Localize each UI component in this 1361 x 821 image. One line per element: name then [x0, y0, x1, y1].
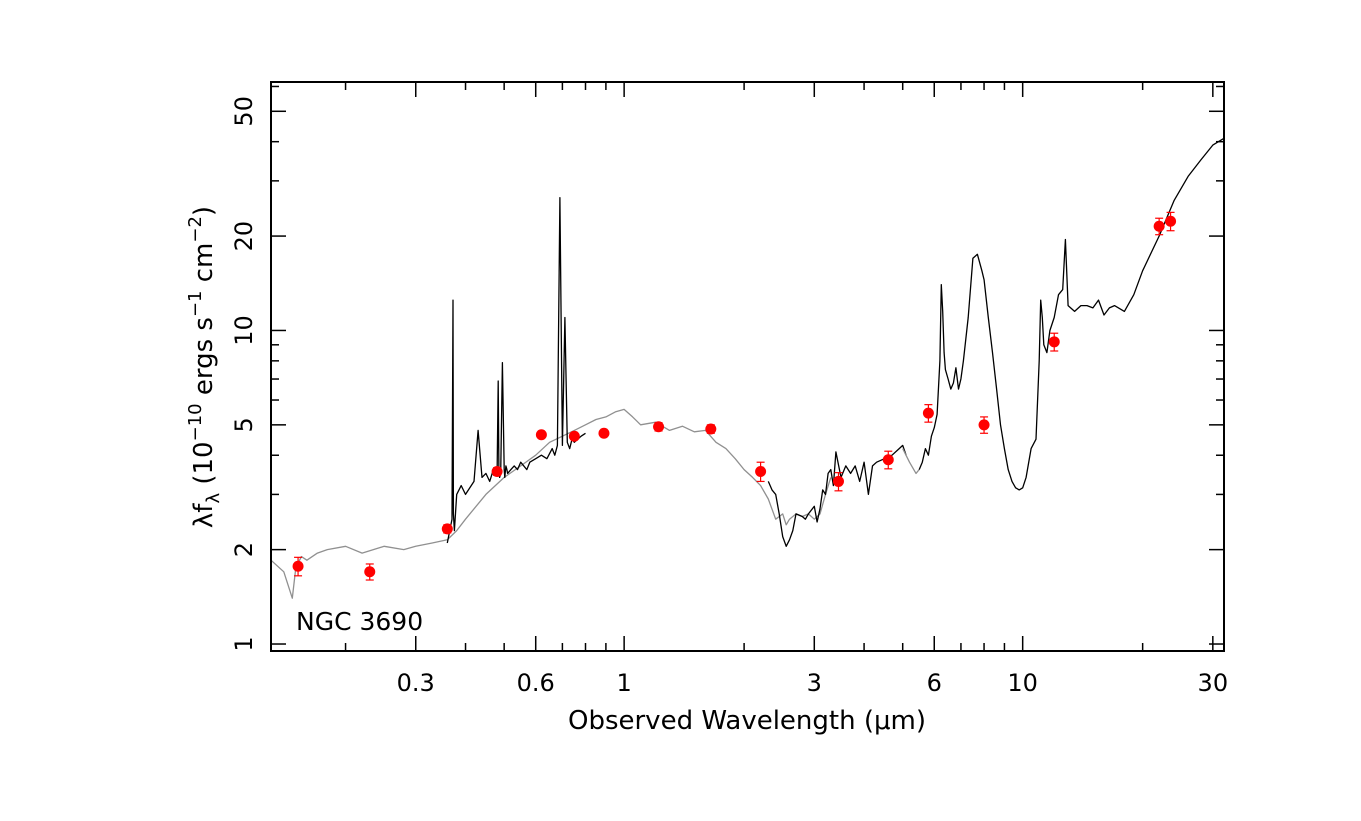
y-tick-label: 20 [230, 221, 258, 252]
tick-labels-group: 0.3 0.6 1 3 6 10 30 1 2 5 10 20 50 [230, 96, 1228, 697]
x-tick-label: 6 [927, 669, 942, 697]
observed-spectrum-line [918, 137, 1225, 491]
photometry-point [1153, 220, 1165, 232]
photometry-point [832, 475, 844, 487]
y-tick-label: 50 [230, 96, 258, 127]
y-tick-label: 1 [230, 636, 258, 651]
observed-spectrum-line [767, 444, 907, 547]
y-axis-title: λfλ (10−10 ergs s−1 cm−2) [185, 206, 224, 528]
x-tick-label: 10 [1007, 669, 1038, 697]
axis-ticks-group [271, 82, 1224, 651]
photometry-point [535, 429, 547, 441]
photometry-point [441, 523, 453, 535]
photometry-point [491, 465, 503, 477]
photometry-point [598, 427, 610, 439]
spectrum-series-group [270, 137, 1225, 599]
x-tick-label: 30 [1198, 669, 1229, 697]
photometry-point [292, 560, 304, 572]
photometry-point [364, 566, 376, 578]
x-tick-label: 3 [807, 669, 822, 697]
x-axis-title: Observed Wavelength (μm) [568, 706, 926, 736]
photometry-point [653, 421, 665, 433]
x-tick-label: 1 [616, 669, 631, 697]
object-annotation: NGC 3690 [296, 607, 423, 636]
photometry-point [1048, 336, 1060, 348]
photometry-points-group [292, 211, 1177, 581]
x-tick-label: 0.6 [517, 669, 555, 697]
photometry-point [1165, 215, 1177, 227]
observed-spectrum-line [446, 197, 586, 544]
photometry-point [922, 407, 934, 419]
photometry-point [568, 430, 580, 442]
y-tick-label: 10 [230, 315, 258, 346]
photometry-point [882, 454, 894, 466]
plot-frame [270, 81, 1225, 652]
photometry-point [705, 423, 717, 435]
template-spectrum-line [270, 408, 832, 599]
photometry-point [755, 465, 767, 477]
y-tick-label: 5 [230, 417, 258, 432]
photometry-point [978, 419, 990, 431]
y-tick-label: 2 [230, 542, 258, 557]
x-tick-label: 0.3 [397, 669, 435, 697]
template-spectrum-line [902, 448, 920, 475]
